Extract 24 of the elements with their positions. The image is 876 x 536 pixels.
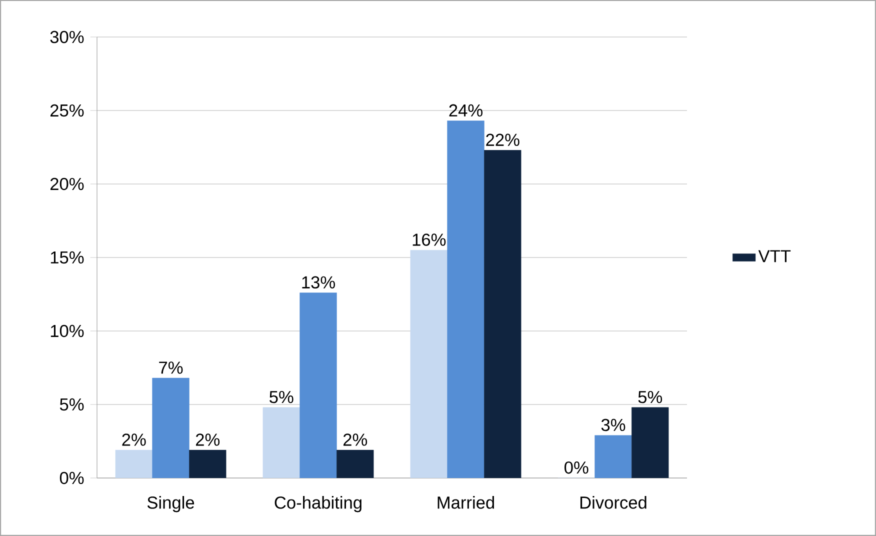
data-label: 13% (302, 276, 335, 289)
y-tick-label: 30% (50, 30, 84, 44)
y-tick-label: 25% (50, 104, 84, 117)
y-tick-label: 15% (50, 251, 84, 264)
data-label: 5% (270, 390, 294, 404)
y-tick-label: 0% (60, 472, 84, 484)
data-label: 3% (601, 418, 626, 432)
data-label: 24% (449, 104, 482, 117)
data-label: 0% (564, 461, 588, 474)
data-label: 22% (486, 134, 520, 146)
data-label: 7% (159, 362, 183, 374)
x-tick-label: Divorced (580, 496, 646, 509)
data-label: 16% (412, 234, 446, 246)
data-label: 2% (196, 434, 220, 446)
y-tick-label: 5% (60, 398, 84, 411)
legend-label: VTT (758, 250, 791, 262)
data-label: 5% (638, 390, 662, 404)
x-tick-label: Married (438, 496, 494, 509)
y-tick-label: 10% (50, 324, 84, 338)
y-tick-label: 20% (50, 178, 84, 190)
data-label: 2% (343, 434, 368, 446)
x-tick-label: Single (147, 496, 194, 512)
data-label: 2% (122, 434, 146, 446)
x-tick-label: Co-habiting (274, 496, 362, 512)
